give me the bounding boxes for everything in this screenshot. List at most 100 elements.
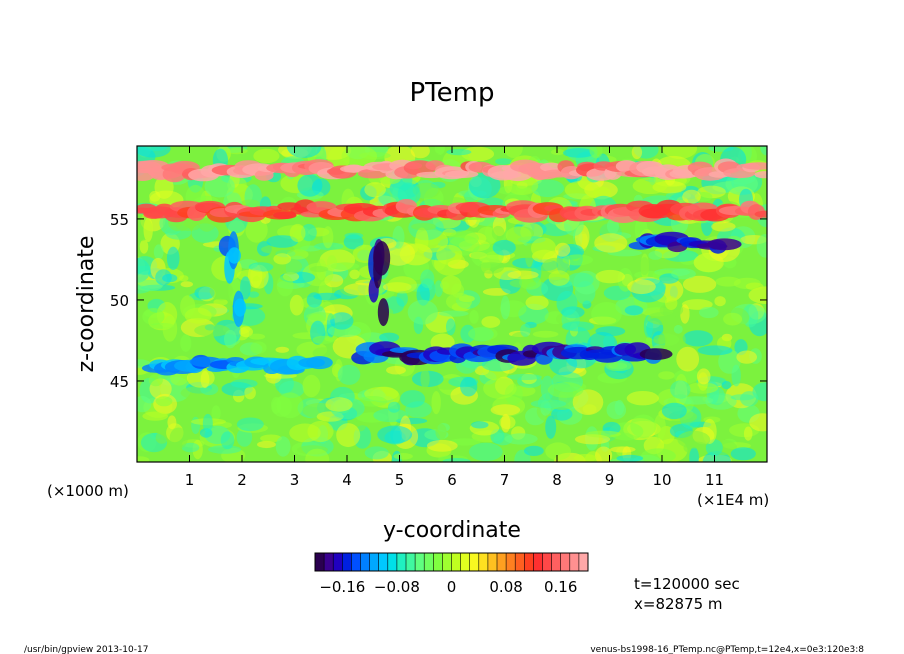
field-blob xyxy=(572,389,604,416)
field-blob xyxy=(478,261,504,274)
field-blob xyxy=(276,275,294,297)
colorbar-swatch xyxy=(533,553,543,571)
field-blob xyxy=(525,295,549,311)
field-blob xyxy=(245,216,268,243)
field-blob xyxy=(226,147,248,155)
field-blob xyxy=(743,426,753,441)
field-blob xyxy=(312,347,335,359)
colorbar-swatch xyxy=(378,553,389,571)
field-blob xyxy=(166,246,180,270)
field-blob xyxy=(364,446,389,460)
field-blob xyxy=(386,365,406,375)
colorbar-swatch xyxy=(396,553,407,571)
field-blob xyxy=(330,312,354,330)
field-blob xyxy=(364,182,386,198)
field-blob xyxy=(492,239,516,256)
field-blob xyxy=(507,270,539,280)
field-blob xyxy=(721,381,732,390)
field-blob xyxy=(289,294,304,316)
field-blob xyxy=(137,456,150,462)
field-blob xyxy=(435,423,447,440)
field-blob xyxy=(180,334,192,353)
feature-mark xyxy=(227,247,241,264)
colorbar-swatch xyxy=(369,553,380,571)
field-blob xyxy=(616,454,644,462)
field-blob xyxy=(236,417,264,432)
field-blob xyxy=(139,239,149,254)
field-blob xyxy=(273,253,292,265)
field-blob xyxy=(469,310,479,324)
field-blob xyxy=(142,411,168,421)
field-blob xyxy=(756,234,767,258)
colorbar-tick-label: 0.16 xyxy=(544,578,577,596)
field-blob xyxy=(253,148,280,164)
field-blob xyxy=(143,217,153,242)
field-blob xyxy=(137,279,163,292)
y-tick-label: 50 xyxy=(110,292,129,310)
field-blob xyxy=(184,254,205,270)
field-blob xyxy=(606,401,627,420)
field-blob xyxy=(213,298,228,306)
field-blob xyxy=(696,368,711,385)
x-axis: 1 2 3 4 5 6 7 8 9 10 11 xyxy=(185,146,724,489)
field-blob xyxy=(530,399,567,409)
field-blob xyxy=(477,226,497,246)
x-tick-label: 1 xyxy=(185,471,195,489)
colorbar-swatch xyxy=(560,553,571,571)
field-blob xyxy=(545,442,571,461)
field-blob xyxy=(194,324,231,337)
field-blob xyxy=(330,262,360,271)
field-blob xyxy=(448,438,481,446)
field-blob xyxy=(341,146,378,167)
x-axis-title: y-coordinate xyxy=(383,518,521,543)
field-blob xyxy=(170,370,189,386)
footer-left: /usr/bin/gpview 2013-10-17 xyxy=(24,645,148,654)
field-blob xyxy=(407,299,438,325)
field-blob xyxy=(740,391,759,407)
field-blob xyxy=(220,431,235,450)
field-blob xyxy=(322,226,334,249)
field-blob xyxy=(556,290,578,316)
colorbar-tick-label: 0 xyxy=(447,578,457,596)
field-blob xyxy=(545,415,557,439)
field-blob xyxy=(142,308,165,326)
field-blob xyxy=(505,226,532,245)
time-annotation: t=120000 sec xyxy=(634,575,740,593)
x-tick-label: 4 xyxy=(342,471,352,489)
field-blob xyxy=(730,447,756,461)
field-blob xyxy=(670,380,691,399)
field-blob xyxy=(396,290,408,307)
field-blob xyxy=(180,295,196,318)
feature-mark xyxy=(754,171,767,179)
colorbar-swatch xyxy=(451,553,461,571)
field-blob xyxy=(154,449,186,462)
heatmap-field xyxy=(137,146,767,462)
field-blob xyxy=(393,453,413,460)
feature-mark xyxy=(373,240,391,276)
field-blob xyxy=(411,223,437,231)
field-blob xyxy=(711,221,736,232)
field-blob xyxy=(495,158,512,165)
field-blob xyxy=(607,218,619,235)
colorbar-tick-label: −0.16 xyxy=(319,578,365,596)
feature-mark xyxy=(306,356,333,370)
field-blob xyxy=(436,244,463,265)
field-blob xyxy=(605,360,632,372)
field-blob xyxy=(388,401,401,413)
field-blob xyxy=(500,295,510,320)
field-blob xyxy=(548,270,570,286)
field-blob xyxy=(567,272,594,288)
field-blob xyxy=(671,268,696,280)
field-blob xyxy=(153,244,164,260)
field-blob xyxy=(431,391,441,415)
field-blob xyxy=(501,413,511,433)
plot-area xyxy=(137,146,767,462)
field-blob xyxy=(446,318,456,336)
field-blob xyxy=(689,447,699,462)
field-blob xyxy=(682,275,717,293)
field-blob xyxy=(589,146,603,159)
field-blob xyxy=(631,146,643,160)
field-blob xyxy=(415,227,429,254)
colorbar-swatch xyxy=(387,553,398,571)
